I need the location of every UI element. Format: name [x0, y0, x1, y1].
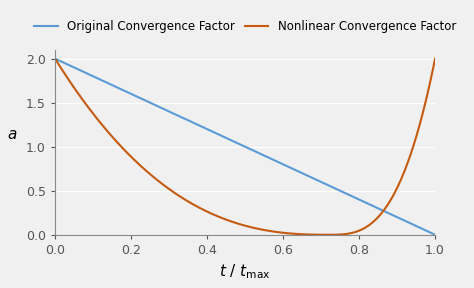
Nonlinear Convergence Factor	[219, 217, 225, 220]
Line: Original Convergence Factor: Original Convergence Factor	[55, 59, 435, 235]
Original Convergence Factor	[52, 57, 58, 60]
Nonlinear Convergence Factor	[349, 231, 355, 235]
Nonlinear Convergence Factor	[206, 211, 211, 214]
Nonlinear Convergence Factor	[52, 57, 58, 60]
Original Convergence Factor	[313, 178, 319, 181]
Y-axis label: $a$: $a$	[7, 127, 17, 142]
X-axis label: $t$ / $t_\mathrm{max}$: $t$ / $t_\mathrm{max}$	[219, 262, 271, 281]
Original Convergence Factor	[91, 75, 97, 78]
Nonlinear Convergence Factor	[313, 233, 319, 236]
Nonlinear Convergence Factor	[432, 57, 438, 60]
Line: Nonlinear Convergence Factor: Nonlinear Convergence Factor	[55, 59, 435, 235]
Original Convergence Factor	[432, 233, 438, 236]
Original Convergence Factor	[348, 194, 354, 198]
Original Convergence Factor	[356, 198, 361, 201]
Nonlinear Convergence Factor	[326, 233, 331, 236]
Legend: Original Convergence Factor, Nonlinear Convergence Factor: Original Convergence Factor, Nonlinear C…	[29, 15, 461, 37]
Nonlinear Convergence Factor	[356, 229, 362, 233]
Original Convergence Factor	[219, 134, 225, 138]
Original Convergence Factor	[206, 128, 211, 132]
Nonlinear Convergence Factor	[91, 113, 97, 116]
